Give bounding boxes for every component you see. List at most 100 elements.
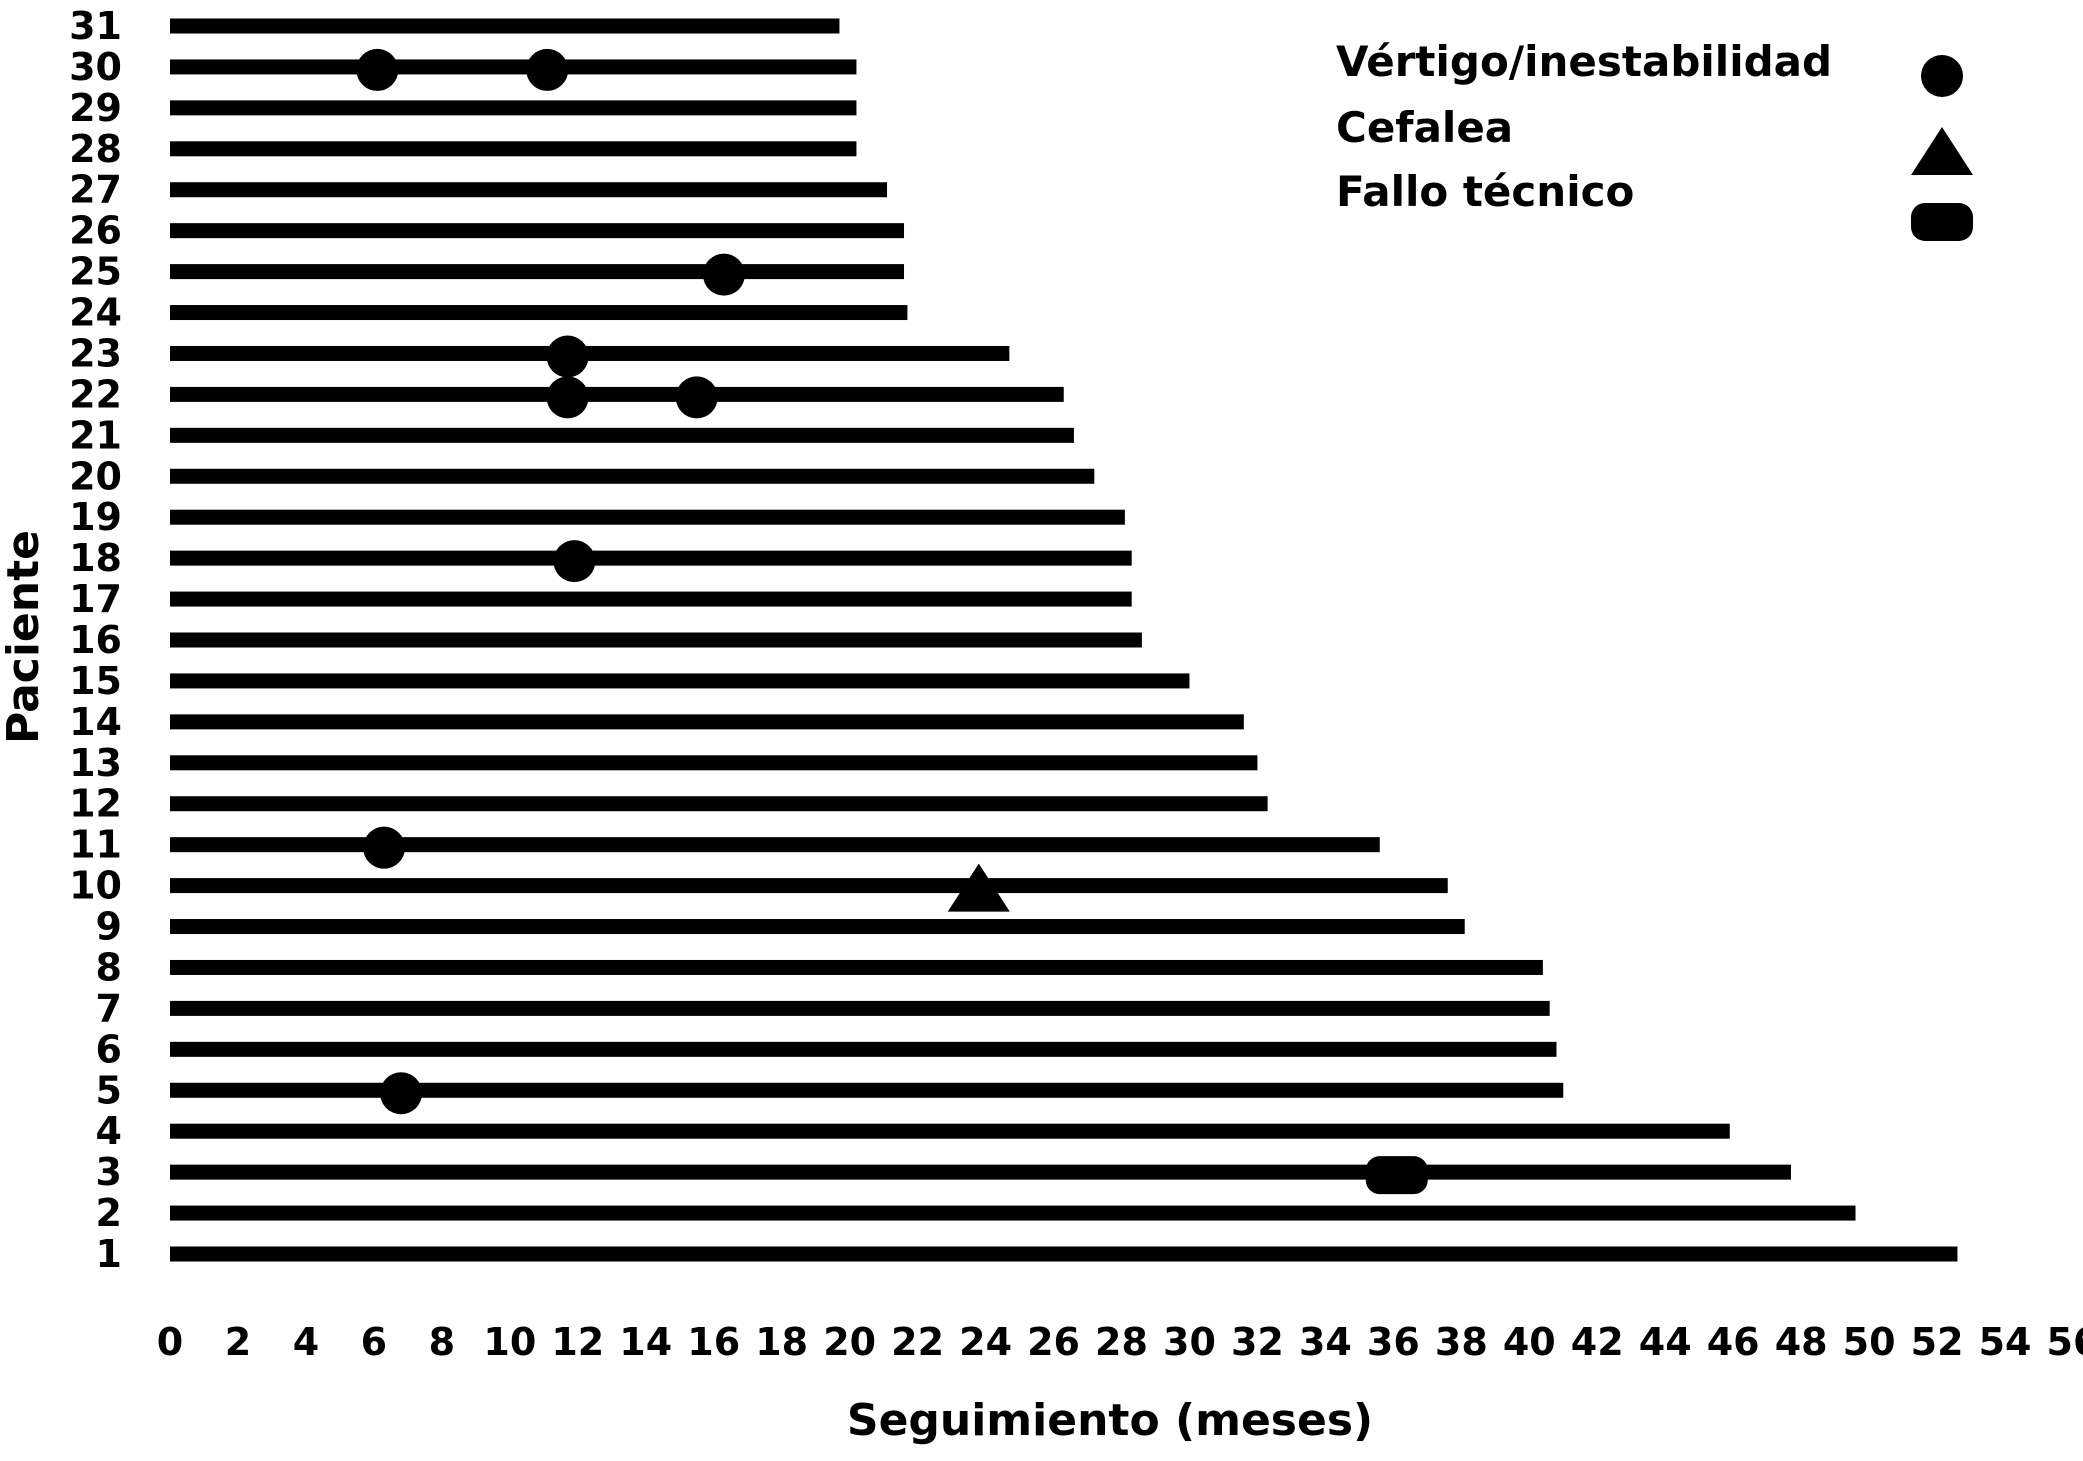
legend-label: Fallo técnico: [1336, 167, 1634, 216]
legend: Vértigo/inestabilidad Cefalea Fallo técnic…: [1336, 37, 1973, 241]
legend-label: Cefalea: [1336, 103, 1513, 152]
legend-marker-triangle: [1911, 127, 1973, 175]
legend-marker-circle: [1921, 55, 1963, 97]
x-axis-title: Seguimiento (meses): [847, 1395, 1373, 1446]
y-tick-label: 27: [69, 168, 122, 212]
x-tick-label: 4: [293, 1320, 319, 1364]
x-tick-label: 2: [225, 1320, 251, 1364]
y-axis-title: Paciente: [0, 530, 49, 744]
y-tick-label: 15: [69, 659, 122, 703]
x-tick-label: 6: [361, 1320, 387, 1364]
x-tick-label: 30: [1163, 1320, 1216, 1364]
vertigo-event-marker: [546, 376, 589, 419]
x-tick-label: 52: [1911, 1320, 1964, 1364]
bar-patient-2: [170, 1205, 1856, 1221]
y-tick-label: 4: [96, 1109, 122, 1153]
vertigo-event-marker: [675, 376, 718, 419]
bar-patient-20: [170, 468, 1095, 484]
bar-patient-30: [170, 59, 857, 75]
x-tick-label: 10: [483, 1320, 536, 1364]
x-tick-label: 0: [157, 1320, 183, 1364]
x-tick-label: 56: [2047, 1320, 2083, 1364]
x-tick-label: 16: [687, 1320, 740, 1364]
y-tick-label: 16: [69, 618, 122, 662]
x-tick-label: 54: [1979, 1320, 2032, 1364]
bars-group: [170, 18, 1958, 1262]
y-tick-label: 12: [69, 782, 122, 826]
y-tick-label: 1: [96, 1232, 122, 1276]
bar-patient-26: [170, 223, 905, 239]
bar-patient-4: [170, 1123, 1730, 1139]
y-tick-label: 22: [69, 372, 122, 416]
bar-patient-11: [170, 837, 1380, 853]
x-tick-label: 36: [1367, 1320, 1420, 1364]
y-tick-label: 19: [69, 495, 122, 539]
y-tick-label: 26: [69, 209, 122, 253]
bar-patient-28: [170, 141, 857, 157]
x-tick-label: 12: [551, 1320, 604, 1364]
bar-patient-9: [170, 919, 1465, 935]
bar-patient-1: [170, 1246, 1958, 1262]
y-tick-label: 30: [69, 45, 122, 89]
y-tick-label: 13: [69, 741, 122, 785]
y-tick-label: 7: [96, 986, 122, 1030]
x-tick-label: 48: [1775, 1320, 1828, 1364]
x-tick-label: 18: [755, 1320, 808, 1364]
y-tick-label: 28: [69, 127, 122, 171]
vertigo-event-marker: [380, 1072, 423, 1115]
vertigo-event-marker: [553, 540, 596, 583]
bar-patient-18: [170, 550, 1132, 566]
y-tick-label: 14: [69, 700, 122, 744]
bar-patient-17: [170, 591, 1132, 607]
vertigo-event-marker: [356, 48, 399, 91]
bar-patient-31: [170, 18, 840, 34]
x-tick-label: 34: [1299, 1320, 1352, 1364]
cefalea-event-marker: [947, 863, 1010, 912]
bar-patient-15: [170, 673, 1190, 689]
bar-patient-22: [170, 386, 1064, 402]
bar-patient-10: [170, 878, 1448, 894]
bar-patient-29: [170, 100, 857, 116]
y-tick-label: 31: [69, 4, 122, 48]
y-tick-label: 6: [96, 1027, 122, 1071]
bar-patient-27: [170, 182, 888, 198]
x-tick-label: 40: [1503, 1320, 1556, 1364]
x-tick-labels: 0 2 4 6 8 10 12 14 16 18 20 22 24 26 28 30 32 34 36 38 40 42 4…: [157, 1320, 2083, 1364]
bar-patient-21: [170, 427, 1074, 443]
y-tick-label: 3: [96, 1150, 122, 1194]
x-tick-label: 20: [823, 1320, 876, 1364]
bar-patient-8: [170, 959, 1543, 975]
fallo-tecnico-event-marker: [1365, 1156, 1428, 1195]
bar-patient-24: [170, 305, 908, 321]
x-tick-label: 46: [1707, 1320, 1760, 1364]
y-tick-label: 9: [96, 905, 122, 949]
x-tick-label: 44: [1639, 1320, 1692, 1364]
y-tick-label: 11: [69, 823, 122, 867]
vertigo-event-marker: [546, 335, 589, 378]
bar-patient-13: [170, 755, 1258, 771]
bar-patient-12: [170, 796, 1268, 812]
bar-patient-6: [170, 1041, 1557, 1057]
x-tick-label: 24: [959, 1320, 1012, 1364]
y-tick-label: 2: [96, 1191, 122, 1235]
x-tick-label: 14: [619, 1320, 672, 1364]
x-tick-label: 38: [1435, 1320, 1488, 1364]
y-tick-label: 20: [69, 454, 122, 498]
legend-marker-rounded-rect: [1911, 203, 1973, 241]
vertigo-event-marker: [526, 48, 569, 91]
y-tick-label: 21: [69, 413, 122, 457]
bar-patient-5: [170, 1082, 1564, 1098]
bar-patient-3: [170, 1164, 1791, 1180]
x-tick-label: 8: [429, 1320, 455, 1364]
events-group: [356, 48, 1428, 1195]
y-tick-label: 18: [69, 536, 122, 580]
bar-patient-14: [170, 714, 1244, 730]
bar-patient-23: [170, 345, 1010, 361]
bar-patient-7: [170, 1000, 1550, 1016]
bar-patient-25: [170, 264, 905, 280]
y-tick-label: 10: [69, 864, 122, 908]
y-tick-label: 8: [96, 945, 122, 989]
legend-label: Vértigo/inestabilidad: [1336, 37, 1832, 86]
y-tick-label: 23: [69, 331, 122, 375]
